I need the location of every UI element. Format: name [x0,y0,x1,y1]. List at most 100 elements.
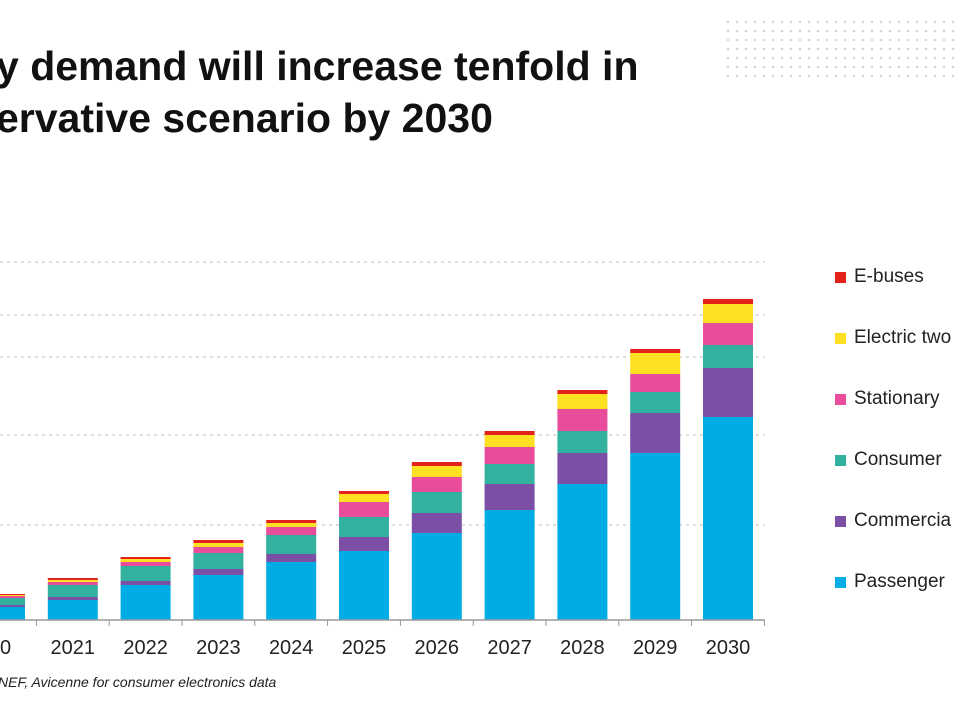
bar-segment [193,543,244,547]
decorative-dot [933,65,937,69]
decorative-dot [861,20,865,24]
decorative-dot [888,65,892,69]
bar-segment [484,464,535,484]
decorative-dot [834,29,838,33]
chart-title-line-2: ervative scenario by 2030 [0,95,493,141]
decorative-dot [852,65,856,69]
decorative-dot [825,20,829,24]
decorative-dot [852,56,856,60]
decorative-dot [726,38,730,42]
bar-segment [0,594,25,595]
decorative-dot [753,65,757,69]
decorative-dot [735,20,739,24]
decorative-dot [798,74,802,78]
decorative-dot [753,38,757,42]
decorative-dot [789,38,793,42]
decorative-dot [879,38,883,42]
bar-segment [703,345,753,368]
bar-segment [193,575,244,620]
decorative-dot [780,56,784,60]
decorative-dot [834,74,838,78]
decorative-dot [870,47,874,51]
decorative-dot [843,47,847,51]
decorative-dot [798,65,802,69]
bar-segment [266,527,317,535]
decorative-dot [897,47,901,51]
decorative-dot [897,29,901,33]
decorative-dot [852,38,856,42]
decorative-dot [942,20,946,24]
decorative-dot [870,74,874,78]
decorative-dot [924,38,928,42]
decorative-dot [888,74,892,78]
bar-segment [411,462,462,466]
legend-item: Commercia [835,510,951,532]
decorative-dot [825,56,829,60]
decorative-dot [879,20,883,24]
decorative-dot [942,38,946,42]
decorative-dot [843,20,847,24]
decorative-dot [825,38,829,42]
decorative-dot [798,56,802,60]
decorative-dot [897,56,901,60]
decorative-dot [816,65,820,69]
decorative-dot [816,47,820,51]
bar-segment [557,390,608,394]
decorative-dot [771,29,775,33]
bar-segment [339,494,389,502]
decorative-dot [897,38,901,42]
decorative-dot [843,29,847,33]
decorative-dot [744,47,748,51]
bar-segment [557,394,608,409]
decorative-dot [762,29,766,33]
bar-segment [266,554,317,562]
bar-segment [339,551,389,620]
legend-item: Electric two [835,327,951,349]
x-axis-tick-label: 2022 [123,637,168,659]
x-axis-tick-label: 2026 [415,637,460,659]
decorative-dot [933,29,937,33]
decorative-dot [879,29,883,33]
decorative-dot [744,74,748,78]
legend-label: E-buses [854,266,924,287]
decorative-dot [843,38,847,42]
x-axis-tick-label: 2021 [51,637,96,659]
decorative-dot [771,65,775,69]
decorative-dot [726,65,730,69]
bar-segment [411,513,462,533]
decorative-dot [771,74,775,78]
bar-segment [120,566,171,581]
legend-label: Consumer [854,449,942,470]
decorative-dot [924,29,928,33]
decorative-dot [942,65,946,69]
decorative-dot [924,65,928,69]
bar-segment [557,484,608,620]
decorative-dot [789,20,793,24]
decorative-dot [834,20,838,24]
decorative-dot [879,56,883,60]
bar-segment [47,582,98,585]
decorative-dot [897,20,901,24]
decorative-dot [906,56,910,60]
decorative-dot [861,29,865,33]
decorative-dot [816,74,820,78]
x-axis-tick-label: 2028 [560,637,605,659]
bar-segment [411,533,462,620]
bar-segment [0,595,25,596]
decorative-dot [942,47,946,51]
decorative-dot [834,38,838,42]
bar-segment [557,431,608,453]
decorative-dot [825,47,829,51]
bar-segment [630,453,681,620]
decorative-dot [861,74,865,78]
decorative-dot [924,47,928,51]
decorative-dot [798,47,802,51]
decorative-dot [933,74,937,78]
bar-segment [193,569,244,575]
x-axis-tick-label: 20 [0,637,11,659]
bar-segment [47,600,98,620]
decorative-dot [771,47,775,51]
decorative-dot [951,65,955,69]
x-axis-tick-label: 2029 [633,637,678,659]
decorative-dot [735,74,739,78]
